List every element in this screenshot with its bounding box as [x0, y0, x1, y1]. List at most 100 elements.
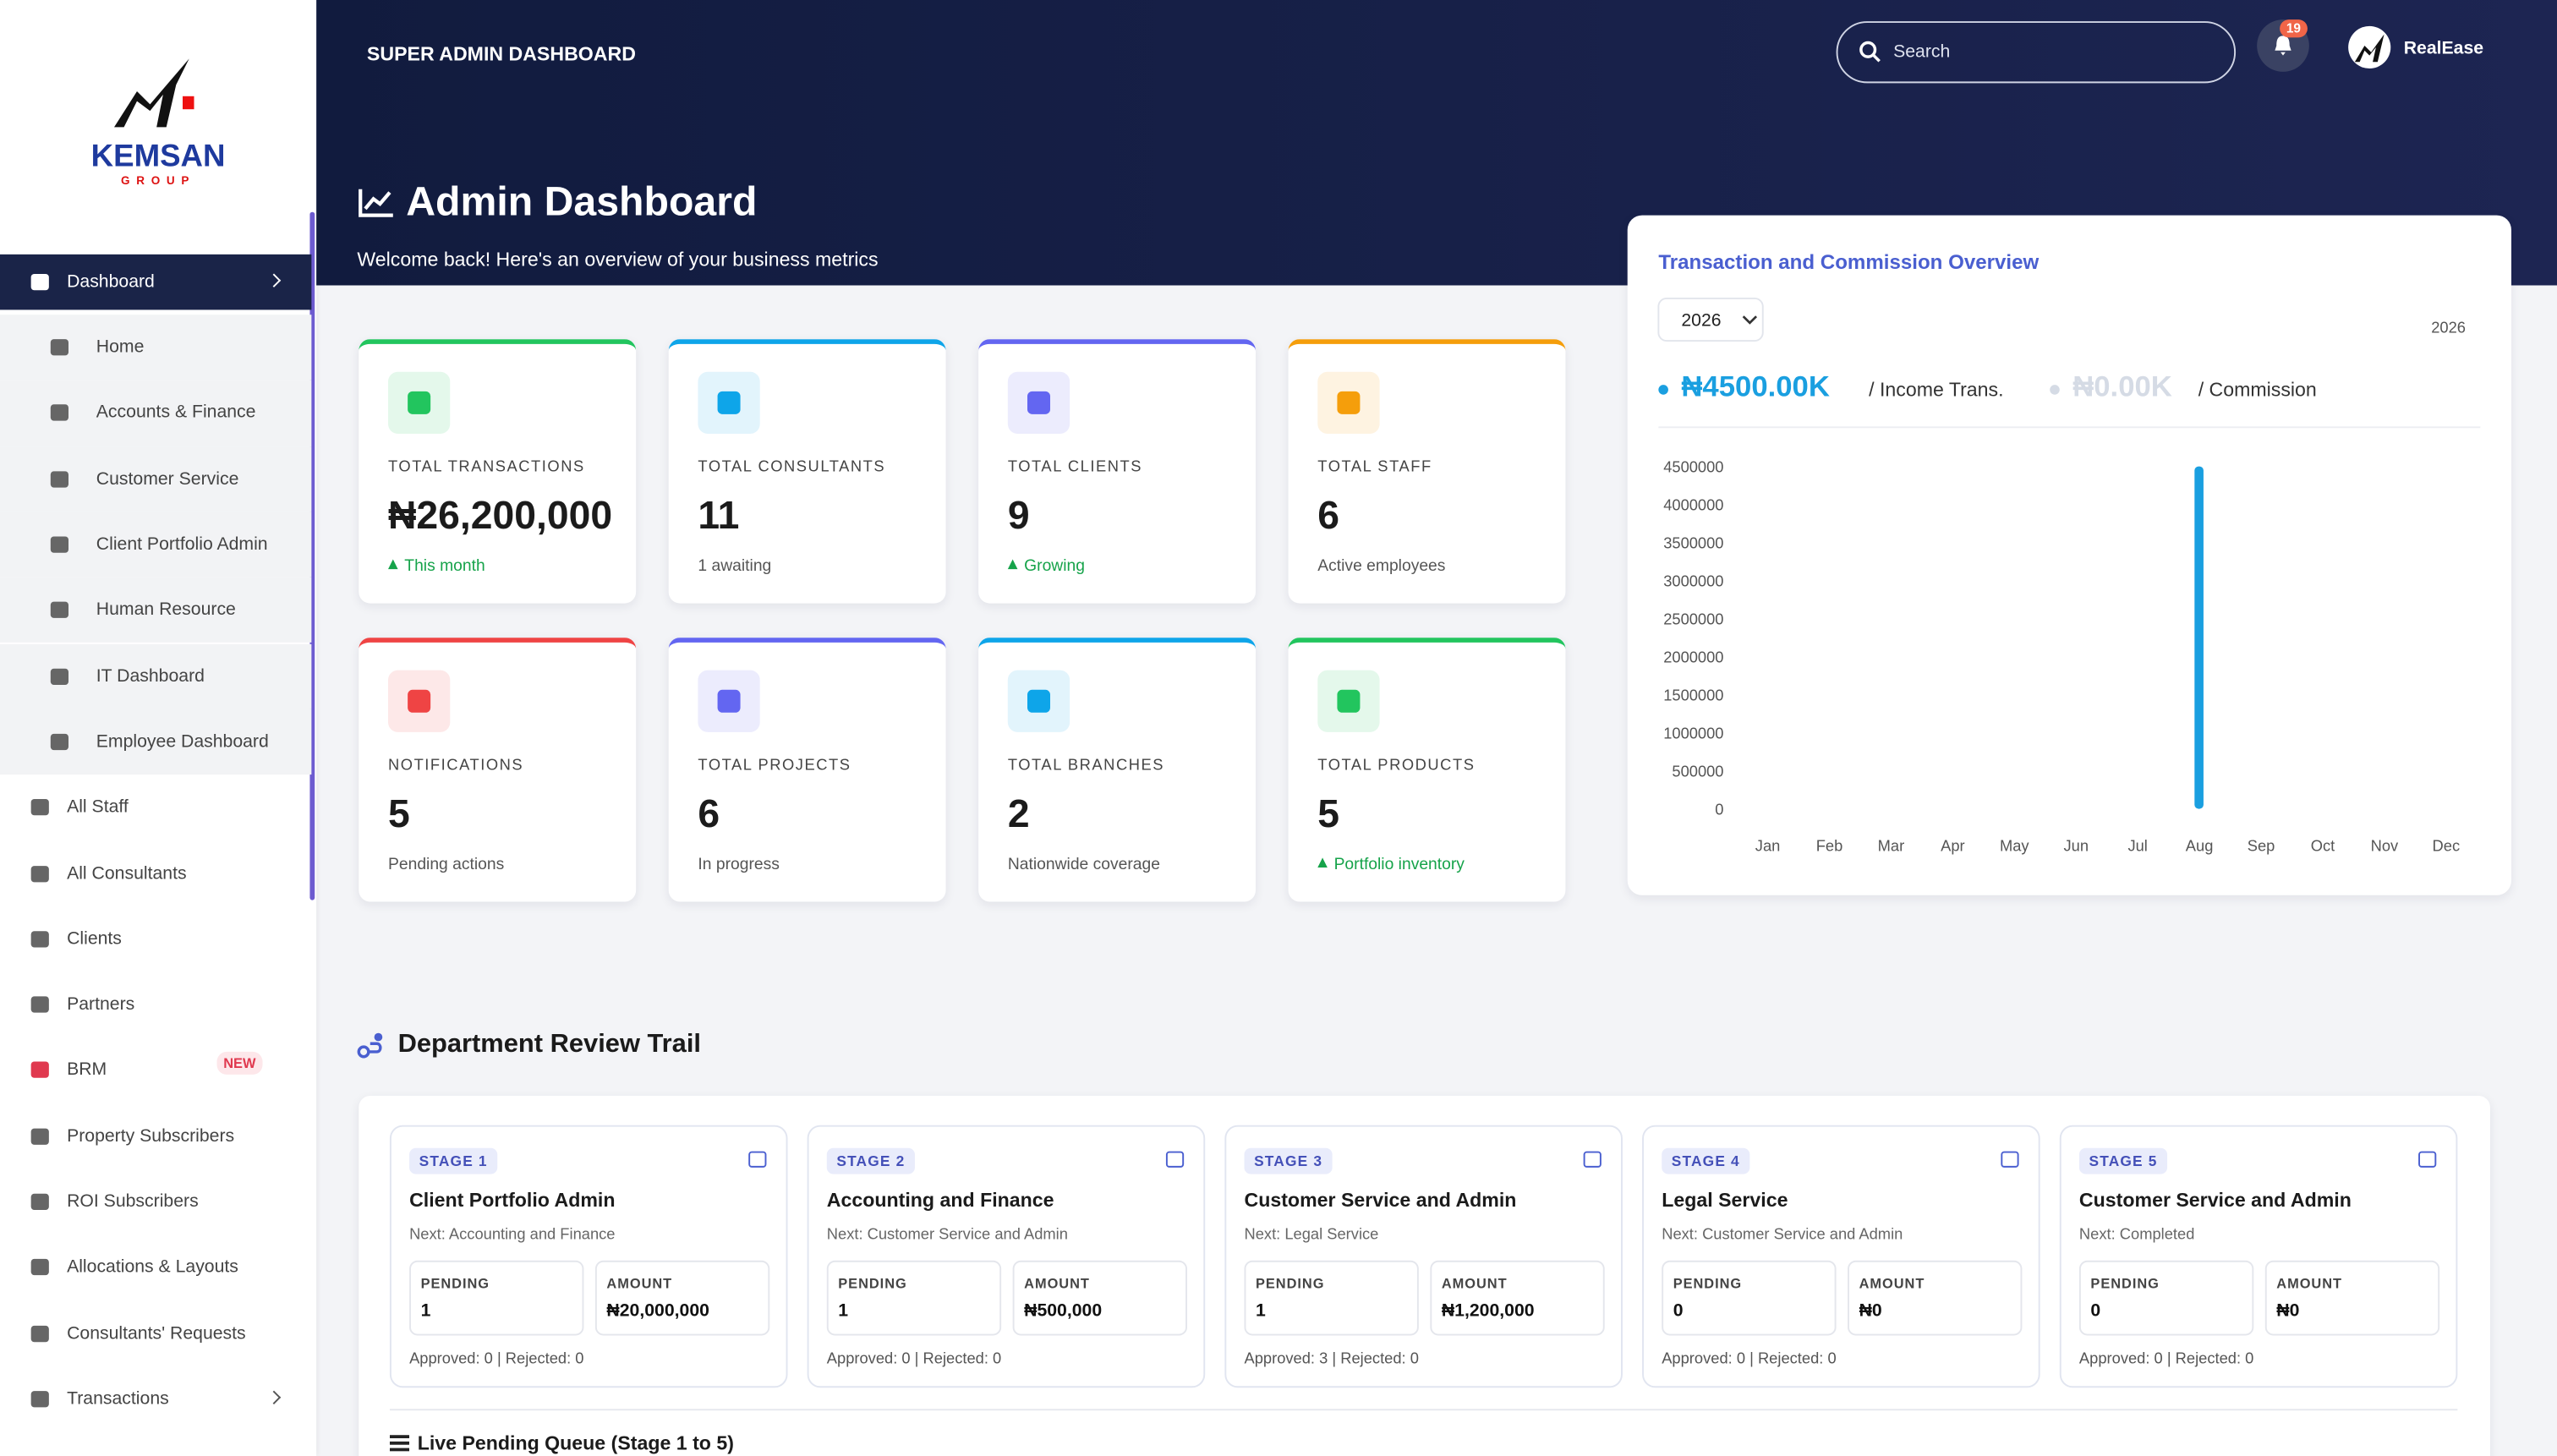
stage-amount-box: AMOUNT ₦20,000,000	[594, 1260, 770, 1336]
stat-note-text: In progress	[698, 856, 780, 874]
stat-icon	[1007, 670, 1070, 732]
stage-card: STAGE 2 Accounting and Finance Next: Custo…	[807, 1125, 1206, 1388]
nav-icon	[30, 1193, 49, 1211]
stage-summary: Approved: 0 | Rejected: 0	[409, 1349, 584, 1369]
stat-value: 6	[698, 792, 720, 837]
stat-label: TOTAL STAFF	[1317, 457, 1432, 477]
stat-value: 11	[698, 494, 740, 539]
stat-icon	[387, 371, 451, 434]
year-select-value: 2026	[1681, 311, 1721, 331]
year-select[interactable]	[1657, 297, 1764, 342]
nav-item[interactable]: BRM NEW	[0, 1037, 311, 1103]
stage-pending-value: 1	[420, 1300, 431, 1322]
sidebar: KEMSAN GROUP Dashboard Home Accounts & Fin…	[0, 0, 317, 1456]
stage-amount-label: AMOUNT	[2276, 1275, 2343, 1292]
chart-card: Transaction and Commission Overview 2026 2…	[1627, 215, 2511, 895]
nav-arrow	[266, 273, 282, 287]
nav-item[interactable]: Partners	[0, 972, 311, 1037]
y-tick-label: 4000000	[1663, 495, 1723, 513]
stat-icon-glyph	[1027, 689, 1050, 713]
nav-label: BRM	[67, 1060, 107, 1081]
stat-card: TOTAL PRODUCTS 5 Portfolio inventory	[1288, 638, 1566, 902]
nav-item[interactable]: Property Subscribers	[0, 1103, 311, 1169]
stage-pending-value: 1	[1255, 1300, 1266, 1322]
nav-item[interactable]: Customer Service	[0, 446, 312, 512]
stat-value: 2	[1007, 792, 1030, 837]
stage-badge: STAGE 4	[1662, 1147, 1750, 1174]
stage-icon	[748, 1151, 767, 1168]
stage-amount-value: ₦500,000	[1024, 1300, 1103, 1322]
review-title: Department Review Trail	[397, 1030, 701, 1059]
nav-label: Home	[96, 337, 145, 358]
stage-badge: STAGE 1	[409, 1147, 498, 1174]
stage-card: STAGE 4 Legal Service Next: Customer Servi…	[1642, 1125, 2040, 1388]
year-label: 2026	[2431, 318, 2466, 336]
nav-badge: NEW	[216, 1052, 263, 1076]
brand-sub: GROUP	[121, 176, 196, 188]
x-tick-label: May	[2000, 837, 2029, 855]
stage-card: STAGE 3 Customer Service and Admin Next: L…	[1224, 1125, 1623, 1388]
nav-item[interactable]: Home	[0, 315, 312, 380]
stat-card: TOTAL BRANCHES 2 Nationwide coverage	[978, 638, 1256, 902]
stage-icon	[1165, 1151, 1185, 1168]
stage-icon	[2418, 1151, 2437, 1168]
nav-item[interactable]: Accounts & Finance	[0, 380, 312, 446]
stage-pending-label: PENDING	[838, 1275, 907, 1292]
y-tick-label: 500000	[1672, 762, 1723, 780]
nav-label: Dashboard	[67, 272, 155, 293]
user-name[interactable]: RealEase	[2403, 39, 2484, 59]
nav-label: All Consultants	[67, 863, 187, 884]
stat-icon-glyph	[717, 689, 741, 713]
stage-amount-value: ₦1,200,000	[1441, 1300, 1535, 1322]
page-subtitle: Welcome back! Here's an overview of your…	[357, 248, 879, 271]
y-tick-label: 2000000	[1663, 648, 1723, 665]
bell-icon	[2275, 36, 2291, 56]
stat-note: Growing	[1007, 558, 1085, 576]
nav-item[interactable]: Dashboard	[0, 254, 312, 310]
stat-note-text: Portfolio inventory	[1333, 856, 1465, 874]
nav-item[interactable]: Client Portfolio Admin	[0, 512, 312, 578]
stage-next: Next: Accounting and Finance	[409, 1226, 616, 1245]
brand: KEMSAN	[90, 140, 226, 175]
legend-total: ₦0.00K	[2072, 371, 2172, 403]
nav-label: Customer Service	[96, 468, 239, 490]
nav-item[interactable]: Clients	[0, 906, 311, 972]
avatar[interactable]	[2348, 25, 2391, 68]
nav-item[interactable]: Transactions	[0, 1366, 311, 1432]
nav-item[interactable]: ROI Subscribers	[0, 1169, 311, 1235]
nav-item[interactable]: Allocations & Layouts	[0, 1234, 311, 1300]
nav-icon	[30, 1062, 49, 1079]
nav-item[interactable]: IT Dashboard	[0, 643, 312, 709]
stat-value: 5	[387, 792, 410, 837]
x-tick-label: Jan	[1755, 837, 1781, 855]
stage-pending-label: PENDING	[1673, 1275, 1743, 1292]
nav-item[interactable]: Human Resource	[0, 577, 312, 643]
stat-note-text: 1 awaiting	[698, 557, 772, 576]
stat-icon-glyph	[1337, 391, 1361, 414]
search-icon	[1859, 41, 1881, 63]
stage-card: STAGE 1 Client Portfolio Admin Next: Accou…	[389, 1125, 788, 1388]
trend-arrow	[1317, 857, 1328, 868]
notification-button[interactable]: 19	[2257, 19, 2309, 72]
stage-amount-value: ₦0	[1859, 1300, 1882, 1322]
nav-item[interactable]: All Staff	[0, 775, 311, 840]
stage-pending-label: PENDING	[420, 1275, 490, 1292]
stage-title: Client Portfolio Admin	[409, 1188, 616, 1212]
stat-label: TOTAL CLIENTS	[1007, 457, 1143, 477]
stat-icon-glyph	[1027, 391, 1050, 414]
stat-value: 9	[1007, 494, 1030, 539]
nav-label: Partners	[67, 994, 135, 1015]
nav-item[interactable]: All Consultants	[0, 840, 311, 906]
nav-icon	[50, 339, 68, 356]
stat-note-text: Nationwide coverage	[1007, 856, 1160, 874]
stage-amount-value: ₦20,000,000	[606, 1300, 709, 1322]
queue-title: Live Pending Queue (Stage 1 to 5)	[417, 1431, 734, 1455]
stat-card: TOTAL CONSULTANTS 11 1 awaiting	[668, 339, 946, 604]
nav-item[interactable]: Employee Dashboard	[0, 709, 312, 775]
nav-label: Human Resource	[96, 600, 236, 621]
search-box[interactable]: Search	[1836, 21, 2237, 84]
nav-item[interactable]: Consultants' Requests	[0, 1300, 311, 1366]
stage-pending-box: PENDING 1	[826, 1260, 1002, 1336]
y-tick-label: 4500000	[1663, 457, 1723, 475]
